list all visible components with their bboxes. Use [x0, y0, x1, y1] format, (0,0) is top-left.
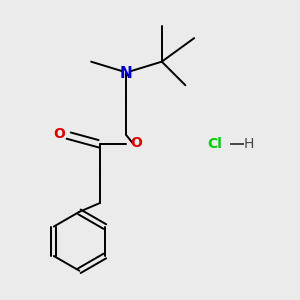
Text: N: N: [120, 66, 133, 81]
Text: Cl: Cl: [207, 137, 222, 151]
Text: H: H: [244, 137, 254, 151]
Text: O: O: [53, 127, 65, 141]
Text: O: O: [130, 136, 142, 150]
